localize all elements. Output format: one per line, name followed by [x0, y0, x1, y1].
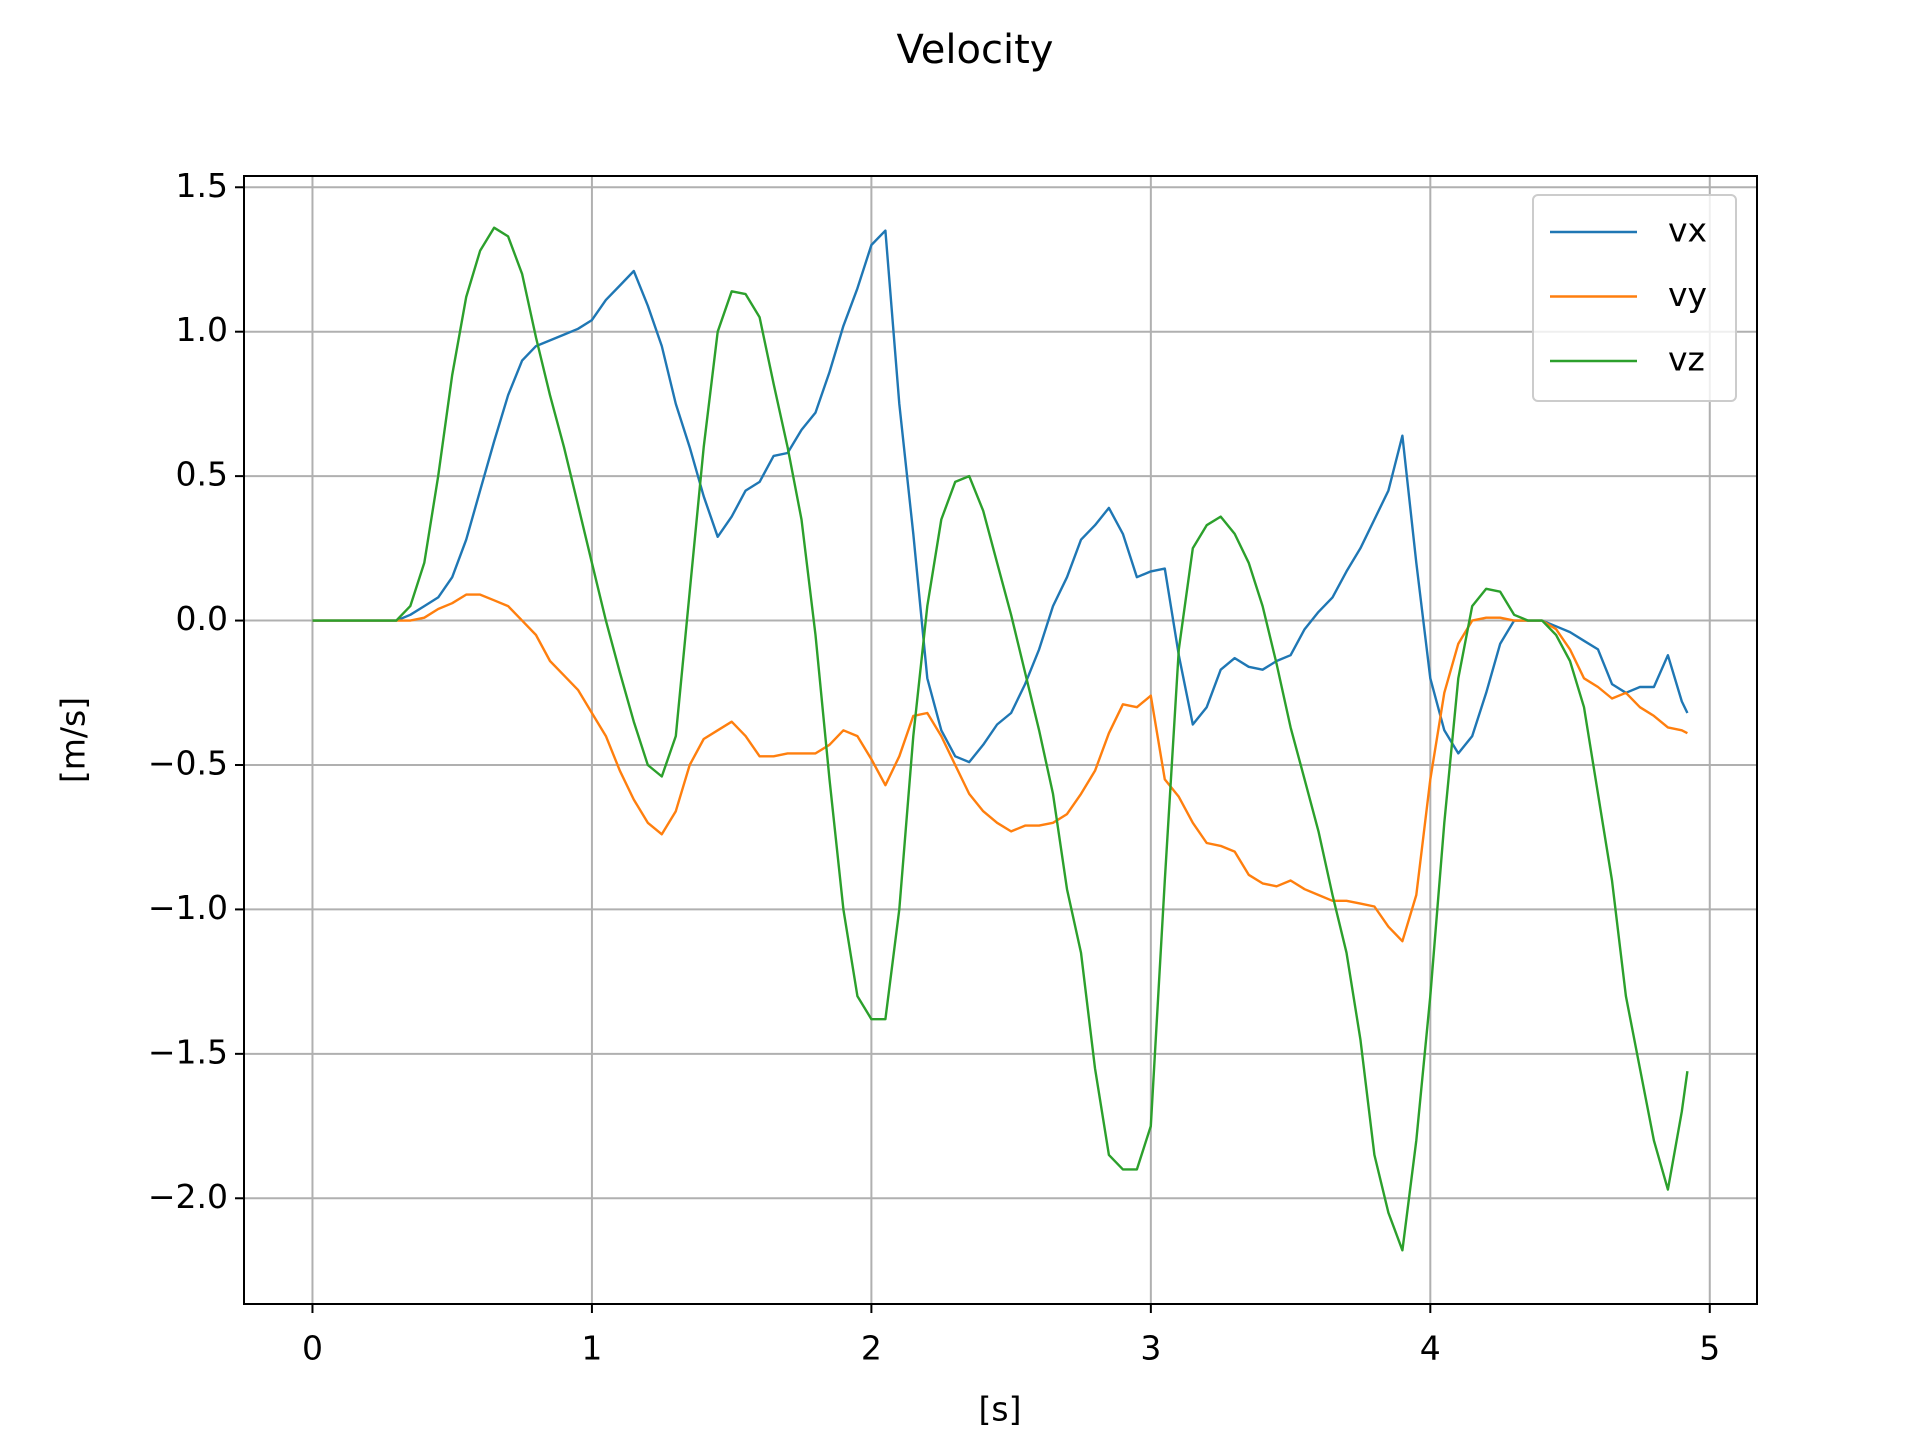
chart-title: Velocity	[897, 27, 1054, 73]
legend-box	[1532, 194, 1737, 402]
x-tick-label: 3	[1140, 1329, 1161, 1368]
x-tick-label: 0	[302, 1329, 323, 1368]
x-axis-label: [s]	[979, 1390, 1022, 1429]
y-tick-label: −1.5	[148, 1032, 228, 1071]
y-tick-label: 0.5	[176, 455, 228, 494]
y-tick-label: 0.0	[176, 599, 228, 638]
series-line	[312, 229, 1689, 764]
legend-label: vy	[1668, 275, 1707, 314]
y-tick-label: 1.0	[176, 310, 228, 349]
x-tick-label: 2	[861, 1329, 882, 1368]
x-tick-label: 4	[1420, 1329, 1441, 1368]
series-line	[312, 593, 1688, 943]
plot-frame	[243, 175, 1758, 1305]
y-axis-label: [m/s]	[54, 697, 93, 783]
x-tick-label: 5	[1699, 1329, 1720, 1368]
y-tick-label: −0.5	[148, 743, 228, 782]
y-tick-label: −1.0	[148, 888, 228, 927]
series-line	[312, 226, 1689, 1252]
legend-label: vx	[1668, 211, 1707, 250]
y-tick-label: −2.0	[148, 1177, 228, 1216]
x-tick-label: 1	[581, 1329, 602, 1368]
y-tick-label: 1.5	[176, 166, 228, 205]
legend-label: vz	[1668, 340, 1705, 379]
